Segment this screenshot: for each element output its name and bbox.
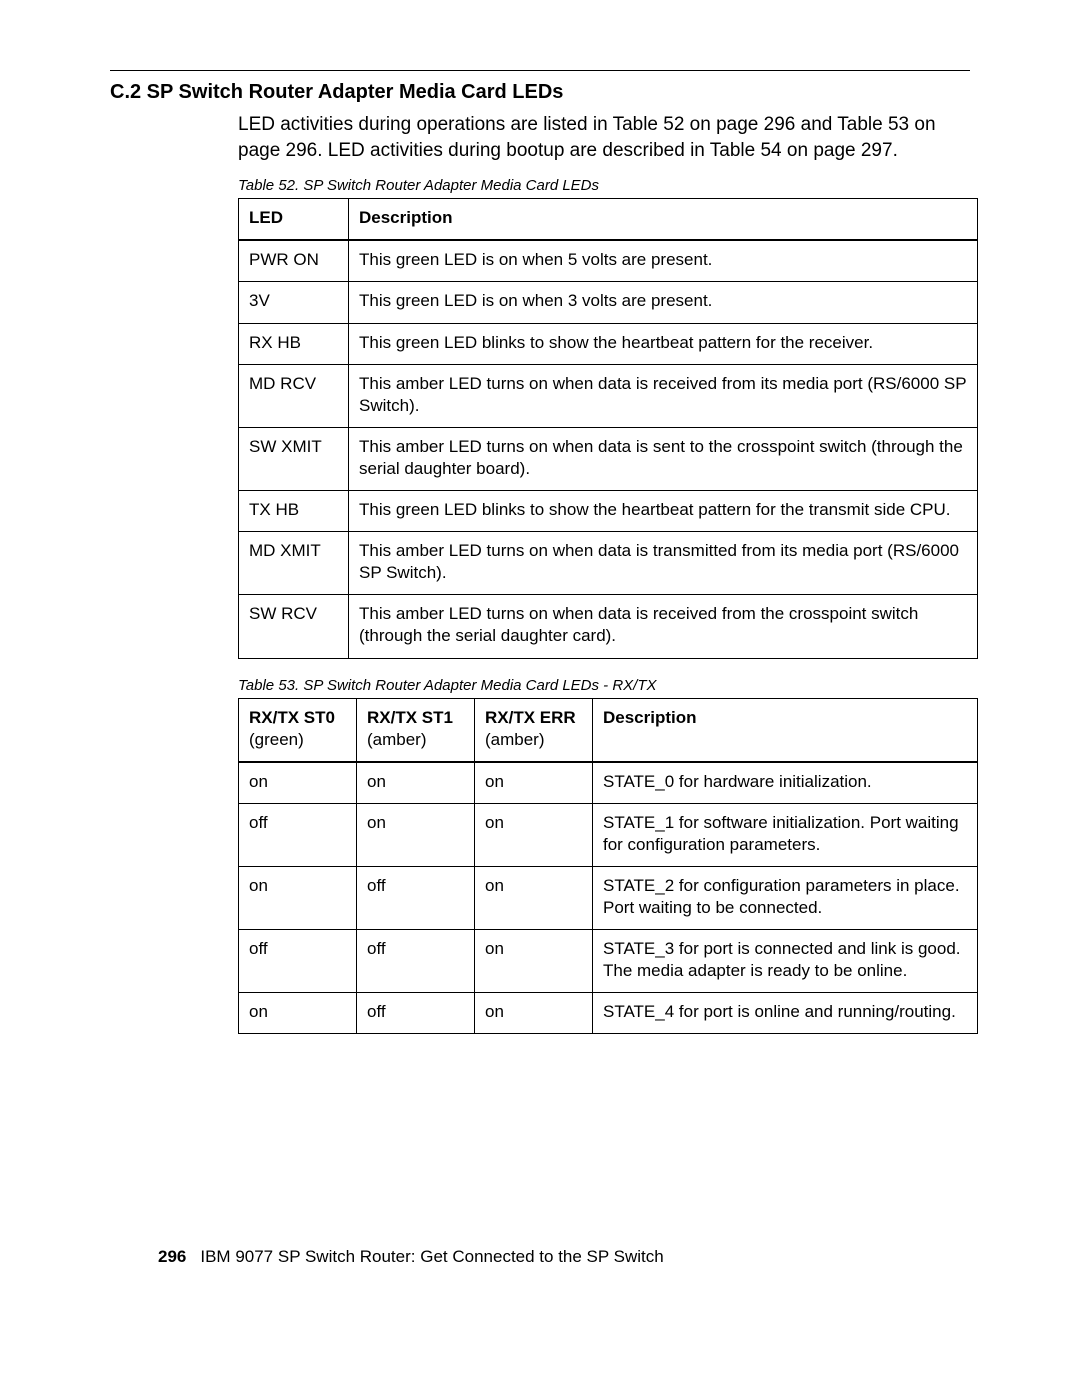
table-cell: 3V	[239, 282, 349, 323]
page-footer: 296 IBM 9077 SP Switch Router: Get Connec…	[158, 1247, 664, 1267]
page-number: 296	[158, 1247, 186, 1266]
header-sub: (amber)	[367, 730, 427, 749]
table-cell: on	[475, 803, 593, 866]
table53-header-3: Description	[593, 698, 978, 762]
table-cell: This green LED blinks to show the heartb…	[349, 323, 978, 364]
table-cell: This amber LED turns on when data is sen…	[349, 427, 978, 490]
table52-header-led: LED	[239, 199, 349, 241]
table-cell: on	[239, 762, 357, 804]
table-cell: STATE_2 for configuration parameters in …	[593, 866, 978, 929]
table-cell: on	[357, 762, 475, 804]
table-row: MD XMITThis amber LED turns on when data…	[239, 532, 978, 595]
table-row: offononSTATE_1 for software initializati…	[239, 803, 978, 866]
table-cell: SW XMIT	[239, 427, 349, 490]
table-row: TX HBThis green LED blinks to show the h…	[239, 491, 978, 532]
table-cell: off	[357, 993, 475, 1034]
table-cell: off	[357, 930, 475, 993]
page: C.2 SP Switch Router Adapter Media Card …	[0, 0, 1080, 1397]
table52-header-row: LED Description	[239, 199, 978, 241]
header-bold: RX/TX ERR	[485, 708, 576, 727]
table-cell: off	[357, 866, 475, 929]
table-row: 3VThis green LED is on when 3 volts are …	[239, 282, 978, 323]
table53-caption: Table 53. SP Switch Router Adapter Media…	[110, 677, 970, 694]
table-cell: MD XMIT	[239, 532, 349, 595]
table-cell: This amber LED turns on when data is rec…	[349, 595, 978, 658]
header-bold: RX/TX ST1	[367, 708, 453, 727]
table-row: SW RCVThis amber LED turns on when data …	[239, 595, 978, 658]
header-bold: Description	[603, 708, 697, 727]
footer-text: IBM 9077 SP Switch Router: Get Connected…	[200, 1247, 663, 1266]
table53-header-row: RX/TX ST0 (green) RX/TX ST1 (amber) RX/TX …	[239, 698, 978, 762]
table52: LED Description PWR ONThis green LED is …	[238, 198, 978, 658]
table-cell: SW RCV	[239, 595, 349, 658]
table-cell: RX HB	[239, 323, 349, 364]
intro-paragraph: LED activities during operations are lis…	[110, 112, 970, 163]
table52-caption: Table 52. SP Switch Router Adapter Media…	[110, 177, 970, 194]
header-sub: (amber)	[485, 730, 545, 749]
table53-header-2: RX/TX ERR (amber)	[475, 698, 593, 762]
table-cell: TX HB	[239, 491, 349, 532]
table53-body: onononSTATE_0 for hardware initializatio…	[239, 762, 978, 1034]
table-cell: off	[239, 930, 357, 993]
table53: RX/TX ST0 (green) RX/TX ST1 (amber) RX/TX …	[238, 698, 978, 1035]
table-row: SW XMITThis amber LED turns on when data…	[239, 427, 978, 490]
table53-header-1: RX/TX ST1 (amber)	[357, 698, 475, 762]
section-heading: C.2 SP Switch Router Adapter Media Card …	[110, 81, 970, 104]
table-row: RX HBThis green LED blinks to show the h…	[239, 323, 978, 364]
table-cell: STATE_3 for port is connected and link i…	[593, 930, 978, 993]
table-cell: on	[239, 993, 357, 1034]
table-cell: off	[239, 803, 357, 866]
table-cell: on	[475, 930, 593, 993]
table-row: PWR ONThis green LED is on when 5 volts …	[239, 240, 978, 282]
table-cell: STATE_0 for hardware initialization.	[593, 762, 978, 804]
header-bold: RX/TX ST0	[249, 708, 335, 727]
top-rule	[110, 70, 970, 71]
table-cell: on	[475, 866, 593, 929]
table-row: onononSTATE_0 for hardware initializatio…	[239, 762, 978, 804]
table-cell: This green LED blinks to show the heartb…	[349, 491, 978, 532]
table-cell: This amber LED turns on when data is rec…	[349, 364, 978, 427]
table-cell: on	[239, 866, 357, 929]
table-row: MD RCVThis amber LED turns on when data …	[239, 364, 978, 427]
table-cell: This amber LED turns on when data is tra…	[349, 532, 978, 595]
table-row: offoffonSTATE_3 for port is connected an…	[239, 930, 978, 993]
table-cell: This green LED is on when 5 volts are pr…	[349, 240, 978, 282]
table-row: onoffonSTATE_2 for configuration paramet…	[239, 866, 978, 929]
table-cell: on	[475, 993, 593, 1034]
table-cell: STATE_1 for software initialization. Por…	[593, 803, 978, 866]
table-row: onoffonSTATE_4 for port is online and ru…	[239, 993, 978, 1034]
table-cell: MD RCV	[239, 364, 349, 427]
table-cell: on	[475, 762, 593, 804]
table-cell: PWR ON	[239, 240, 349, 282]
table-cell: STATE_4 for port is online and running/r…	[593, 993, 978, 1034]
table-cell: This green LED is on when 3 volts are pr…	[349, 282, 978, 323]
table-cell: on	[357, 803, 475, 866]
table52-header-desc: Description	[349, 199, 978, 241]
table53-header-0: RX/TX ST0 (green)	[239, 698, 357, 762]
header-sub: (green)	[249, 730, 304, 749]
table52-body: PWR ONThis green LED is on when 5 volts …	[239, 240, 978, 658]
